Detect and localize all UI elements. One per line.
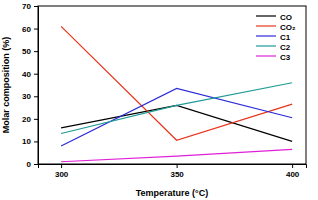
legend-swatch [256,25,276,26]
y-tick-label: 40 [22,70,31,79]
y-tick: 60 [22,25,38,34]
x-axis-line [39,165,307,169]
y-tick-label: 50 [22,47,31,56]
x-tick-label: 350 [170,170,184,179]
legend-label: C1 [280,33,291,42]
y-tick: 50 [22,47,38,56]
series-line [61,105,292,141]
legend-label: C2 [280,43,291,52]
y-axis-title: Molar composition (%) [1,37,11,134]
y-tick: 10 [22,137,38,146]
legend-swatch [256,45,276,46]
legend-label: CO₂ [280,23,296,32]
legend-label: C3 [280,53,291,62]
chart: 300 350 400 0 10 20 30 40 50 60 70 COCO₂C1C2C3 Tempe… [0,0,318,200]
legend-entry: CO₂ [256,23,296,32]
y-tick: 30 [22,92,38,101]
legend-entry: CO [256,13,292,22]
y-tick: 40 [22,70,38,79]
y-tick-label: 60 [22,25,31,34]
legend-swatch [256,15,276,16]
y-axis-line [34,7,39,165]
legend-entry: C3 [256,53,291,62]
y-tick-mark [34,6,38,7]
y-tick: 70 [22,2,38,11]
x-tick-mark [292,164,293,168]
plot: 300 350 400 0 10 20 30 40 50 60 70 COCO₂C1C2C3 [22,2,306,179]
x-tick-label: 400 [286,170,300,179]
y-tick: 20 [22,115,38,124]
y-tick-label: 30 [22,92,31,101]
y-tick-mark [34,164,38,165]
series-line [61,26,292,140]
legend-swatch [256,55,276,56]
plot-frame [38,6,306,164]
series-line [61,149,292,161]
series-line [61,88,292,146]
x-tick: 350 [170,164,184,179]
series-line [61,83,292,134]
legend-entry: C1 [256,33,291,42]
y-tick-mark [34,96,38,97]
y-tick-label: 20 [22,115,31,124]
legend: COCO₂C1C2C3 [256,13,296,62]
y-tick-mark [34,51,38,52]
x-tick: 400 [286,164,300,179]
x-axis: 300 350 400 [39,164,307,179]
y-tick: 0 [27,160,38,169]
y-tick-label: 0 [27,160,32,169]
y-axis: 0 10 20 30 40 50 60 70 [22,2,38,169]
lines [61,26,292,161]
y-tick-mark [34,141,38,142]
y-tick-label: 10 [22,137,31,146]
x-tick: 300 [55,164,69,179]
x-axis-title: Temperature (°C) [136,188,208,198]
x-tick-mark [177,164,178,168]
y-tick-mark [34,119,38,120]
legend-entry: C2 [256,43,291,52]
x-tick-label: 300 [55,170,69,179]
y-tick-mark [34,74,38,75]
x-tick-mark [61,164,62,168]
legend-swatch [256,35,276,36]
y-tick-label: 70 [22,2,31,11]
legend-label: CO [280,13,292,22]
y-tick-mark [34,29,38,30]
